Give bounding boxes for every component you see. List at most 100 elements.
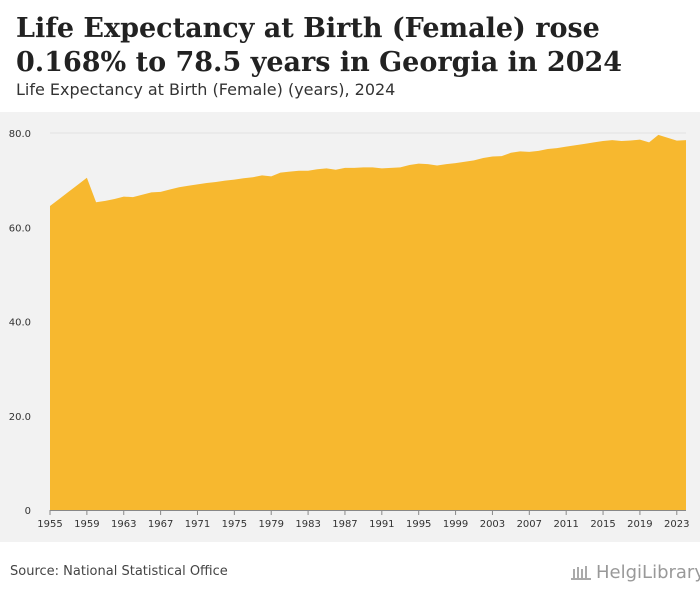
data-point[interactable] — [564, 145, 568, 149]
data-point[interactable] — [481, 156, 485, 160]
library-building-icon — [571, 566, 591, 580]
data-point[interactable] — [656, 133, 660, 137]
data-point[interactable] — [352, 166, 356, 170]
data-point[interactable] — [629, 139, 633, 143]
data-point[interactable] — [315, 167, 319, 171]
y-tick-label: 80.0 — [9, 129, 31, 140]
x-tick-label: 2011 — [553, 519, 578, 530]
y-tick-label: 0 — [25, 506, 31, 517]
data-point[interactable] — [325, 166, 329, 170]
data-point[interactable] — [278, 171, 282, 175]
data-point[interactable] — [131, 195, 135, 199]
data-point[interactable] — [251, 175, 255, 179]
data-point[interactable] — [675, 139, 679, 143]
data-point[interactable] — [463, 160, 467, 164]
data-point[interactable] — [573, 143, 577, 147]
area-series-georgia — [50, 134, 686, 510]
data-point[interactable] — [343, 166, 347, 170]
data-point[interactable] — [537, 149, 541, 153]
data-point[interactable] — [269, 174, 273, 178]
data-point[interactable] — [195, 182, 199, 186]
data-point[interactable] — [398, 165, 402, 169]
helgi-library-logo[interactable]: HelgiLibrary — [570, 560, 700, 584]
data-point[interactable] — [454, 161, 458, 165]
data-point[interactable] — [159, 190, 163, 194]
data-point[interactable] — [583, 142, 587, 146]
x-tick-label: 1987 — [332, 519, 357, 530]
y-tick-label: 40.0 — [9, 318, 31, 329]
data-point[interactable] — [186, 184, 190, 188]
data-point[interactable] — [666, 136, 670, 140]
data-point[interactable] — [205, 181, 209, 185]
data-point[interactable] — [435, 164, 439, 168]
data-point[interactable] — [334, 168, 338, 172]
y-tick-label: 20.0 — [9, 412, 31, 423]
data-point[interactable] — [85, 176, 89, 180]
x-tick-label: 2007 — [517, 519, 542, 530]
data-point[interactable] — [122, 195, 126, 199]
x-tick-label: 1979 — [258, 519, 283, 530]
data-point[interactable] — [260, 173, 264, 177]
data-point[interactable] — [113, 197, 117, 201]
data-point[interactable] — [389, 166, 393, 170]
data-point[interactable] — [500, 154, 504, 158]
data-point[interactable] — [168, 188, 172, 192]
data-point[interactable] — [546, 147, 550, 151]
data-point[interactable] — [527, 150, 531, 154]
data-point[interactable] — [601, 139, 605, 143]
data-point[interactable] — [638, 138, 642, 142]
data-point[interactable] — [417, 162, 421, 166]
data-point[interactable] — [177, 185, 181, 189]
source-note: Source: National Statistical Office — [10, 564, 228, 579]
data-point[interactable] — [380, 166, 384, 170]
x-tick-label: 1991 — [369, 519, 394, 530]
data-point[interactable] — [684, 138, 688, 142]
x-tick-label: 2023 — [664, 519, 689, 530]
data-point[interactable] — [647, 140, 651, 144]
data-point[interactable] — [518, 149, 522, 153]
x-tick-label: 2019 — [627, 519, 652, 530]
x-tick-label: 1967 — [148, 519, 173, 530]
data-point[interactable] — [472, 158, 476, 162]
data-point[interactable] — [76, 183, 80, 187]
data-point[interactable] — [223, 179, 227, 183]
data-point[interactable] — [140, 193, 144, 197]
data-point[interactable] — [509, 151, 513, 155]
data-point[interactable] — [94, 200, 98, 204]
x-tick-label: 1983 — [295, 519, 320, 530]
data-point[interactable] — [57, 197, 61, 201]
data-point[interactable] — [242, 176, 246, 180]
data-point[interactable] — [490, 155, 494, 159]
data-point[interactable] — [426, 162, 430, 166]
x-tick-label: 1959 — [74, 519, 99, 530]
data-point[interactable] — [214, 180, 218, 184]
x-tick-label: 1995 — [406, 519, 431, 530]
data-point[interactable] — [592, 140, 596, 144]
x-tick-label: 1955 — [37, 519, 62, 530]
data-point[interactable] — [306, 169, 310, 173]
data-point[interactable] — [407, 163, 411, 167]
data-point[interactable] — [149, 190, 153, 194]
x-tick-label: 1963 — [111, 519, 136, 530]
data-point[interactable] — [288, 170, 292, 174]
data-point[interactable] — [103, 199, 107, 203]
data-point[interactable] — [371, 165, 375, 169]
x-tick-label: 1971 — [185, 519, 210, 530]
data-point[interactable] — [66, 190, 70, 194]
data-point[interactable] — [361, 165, 365, 169]
x-tick-label: 2003 — [480, 519, 505, 530]
data-point[interactable] — [555, 146, 559, 150]
x-tick-label: 1999 — [443, 519, 468, 530]
x-tick-label: 2015 — [590, 519, 615, 530]
data-point[interactable] — [444, 162, 448, 166]
data-point[interactable] — [619, 139, 623, 143]
data-point[interactable] — [48, 204, 52, 208]
data-point[interactable] — [610, 138, 614, 142]
x-tick-label: 1975 — [222, 519, 247, 530]
y-tick-label: 60.0 — [9, 223, 31, 234]
chart-subtitle: Life Expectancy at Birth (Female) (years… — [16, 80, 396, 99]
data-point[interactable] — [297, 169, 301, 173]
data-point[interactable] — [232, 178, 236, 182]
chart-title: Life Expectancy at Birth (Female) rose 0… — [16, 13, 623, 78]
